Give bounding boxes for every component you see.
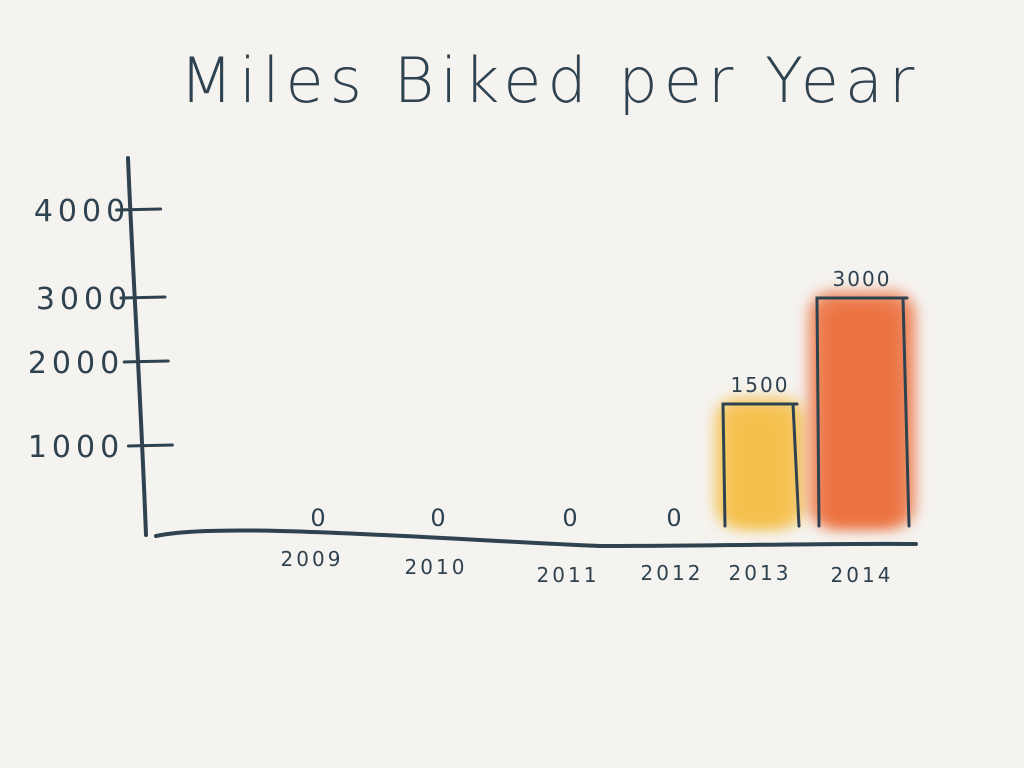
bar-outline-2013 xyxy=(721,402,801,528)
x-tick-label-2012: 2012 xyxy=(641,561,704,585)
y-tick-1000 xyxy=(126,443,174,448)
x-tick-label-2010: 2010 xyxy=(405,555,468,579)
y-tick-2000 xyxy=(122,359,170,364)
value-label-2013: 1500 xyxy=(731,373,790,397)
x-tick-label-2014: 2014 xyxy=(831,563,894,587)
bar-outline-2014 xyxy=(815,296,911,528)
chart-title: Miles Biked per Year xyxy=(180,44,921,117)
bar-core-2013 xyxy=(731,412,787,526)
value-label-2014: 3000 xyxy=(833,267,892,291)
bars-layer xyxy=(715,292,915,528)
y-tick-label-3000: 3000 xyxy=(36,282,132,317)
value-label-2010: 0 xyxy=(430,504,445,532)
y-tick-4000 xyxy=(115,207,163,212)
y-tick-label-4000: 4000 xyxy=(34,194,130,229)
y-tick-label-1000: 1000 xyxy=(28,430,124,465)
x-tick-label-2013: 2013 xyxy=(729,561,792,585)
x-tick-label-2009: 2009 xyxy=(281,547,344,571)
y-ticks-layer xyxy=(115,207,174,448)
value-label-2011: 0 xyxy=(562,504,577,532)
y-tick-label-2000: 2000 xyxy=(28,346,124,381)
value-label-2012: 0 xyxy=(666,504,681,532)
y-tick-3000 xyxy=(119,295,167,300)
bar-core-2014 xyxy=(825,306,897,526)
value-label-2009: 0 xyxy=(310,504,325,532)
x-axis-line xyxy=(154,528,918,549)
x-tick-label-2011: 2011 xyxy=(537,563,600,587)
y-axis-line xyxy=(126,156,148,537)
labels-layer: 1000 2000 3000 4000 2009 0 2010 0 2011 0 2012 0 2013… xyxy=(28,194,894,587)
